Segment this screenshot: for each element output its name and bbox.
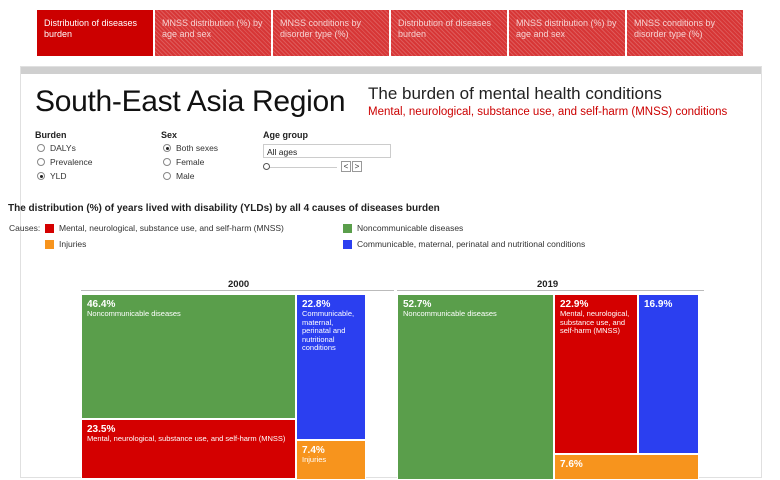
legend-item-ncd[interactable]: Noncommunicable diseases: [343, 223, 463, 233]
burden-filter-label: Burden: [35, 130, 67, 140]
radio-icon: [37, 144, 45, 152]
treemap-2019-mnss[interactable]: 22.9% Mental, neurological, substance us…: [554, 294, 638, 454]
radio-icon: [163, 172, 171, 180]
treemap-2019-ncd[interactable]: 52.7% Noncommunicable diseases: [397, 294, 554, 480]
tab-mnss-disorder-2019[interactable]: MNSS conditions by disorder type (%): [627, 10, 743, 56]
burden-option-prevalence[interactable]: Prevalence: [37, 157, 93, 167]
sex-option-male[interactable]: Male: [163, 171, 194, 181]
dashboard-card: South-East Asia Region The burden of men…: [8, 67, 761, 480]
treemap-2000-mnss[interactable]: 23.5% Mental, neurological, substance us…: [81, 419, 296, 479]
legend-item-mnss[interactable]: Mental, neurological, substance use, and…: [45, 223, 284, 233]
page-subtitle: Mental, neurological, substance use, and…: [368, 106, 728, 118]
tile-value: 7.6%: [560, 459, 583, 470]
tile-value: 22.8%: [302, 299, 331, 310]
page-title: The burden of mental health conditions: [368, 84, 662, 103]
legend-swatch: [343, 223, 352, 233]
year-label-2019: 2019: [537, 279, 559, 290]
tile-label: Mental, neurological, substance use, and…: [87, 434, 286, 443]
age-slider-handle[interactable]: [263, 163, 270, 170]
age-group-select[interactable]: All ages: [263, 144, 391, 158]
tab-mnss-disorder-2000[interactable]: MNSS conditions by disorder type (%): [273, 10, 389, 56]
tile-value: 16.9%: [644, 299, 673, 310]
tile-label: Noncommunicable diseases: [403, 309, 497, 318]
treemap-2000-ncd[interactable]: 46.4% Noncommunicable diseases: [81, 294, 296, 419]
treemap-2019-injuries[interactable]: 7.6%: [554, 454, 699, 480]
legend-swatch: [45, 223, 54, 233]
tile-value: 22.9%: [560, 299, 589, 310]
treemap-2000-injuries[interactable]: 7.4% Injuries: [296, 440, 366, 480]
year-divider-2019: [397, 290, 704, 291]
sex-option-both[interactable]: Both sexes: [163, 143, 218, 153]
chart-heading: The distribution (%) of years lived with…: [8, 203, 440, 214]
year-divider-2000: [81, 290, 394, 291]
card-top-strip: [21, 67, 761, 74]
tile-value: 7.4%: [302, 445, 325, 456]
tile-label: Injuries: [302, 455, 327, 464]
region-title: South-East Asia Region: [35, 85, 346, 118]
causes-label: Causes:: [9, 223, 41, 233]
year-label-2000: 2000: [228, 279, 250, 290]
sex-filter-label: Sex: [161, 130, 178, 140]
age-filter-label: Age group: [263, 130, 308, 140]
tile-label: Mental, neurological, substance use, and…: [560, 309, 630, 335]
tab-mnss-age-sex-2000[interactable]: MNSS distribution (%) by age and sex: [155, 10, 271, 56]
treemap-2019-communicable[interactable]: 16.9%: [638, 294, 699, 454]
dashboard-tabs: Distribution of diseases burden MNSS dis…: [37, 10, 743, 56]
age-prev-button[interactable]: <: [341, 161, 351, 172]
tile-value: 46.4%: [87, 299, 116, 310]
age-next-button[interactable]: >: [352, 161, 362, 172]
tab-mnss-age-sex-2019[interactable]: MNSS distribution (%) by age and sex: [509, 10, 625, 56]
legend-swatch: [45, 239, 54, 249]
radio-selected-icon: [163, 144, 171, 152]
tile-value: 23.5%: [87, 424, 116, 435]
legend-swatch: [343, 239, 352, 249]
tab-distribution-2019[interactable]: Distribution of diseases burden: [391, 10, 507, 56]
radio-icon: [37, 158, 45, 166]
legend-item-injuries[interactable]: Injuries: [45, 239, 86, 249]
treemap-2000-communicable[interactable]: 22.8% Communicable, maternal, perinatal …: [296, 294, 366, 440]
tile-label: Communicable, maternal, perinatal and nu…: [302, 309, 355, 352]
tile-value: 52.7%: [403, 299, 432, 310]
sex-option-female[interactable]: Female: [163, 157, 204, 167]
tile-label: Noncommunicable diseases: [87, 309, 181, 318]
age-slider-track[interactable]: [267, 167, 337, 168]
legend-item-communicable[interactable]: Communicable, maternal, perinatal and nu…: [343, 239, 585, 249]
radio-icon: [163, 158, 171, 166]
radio-selected-icon: [37, 172, 45, 180]
burden-option-dalys[interactable]: DALYs: [37, 143, 76, 153]
burden-option-yld[interactable]: YLD: [37, 171, 67, 181]
tab-distribution-2000[interactable]: Distribution of diseases burden: [37, 10, 153, 56]
